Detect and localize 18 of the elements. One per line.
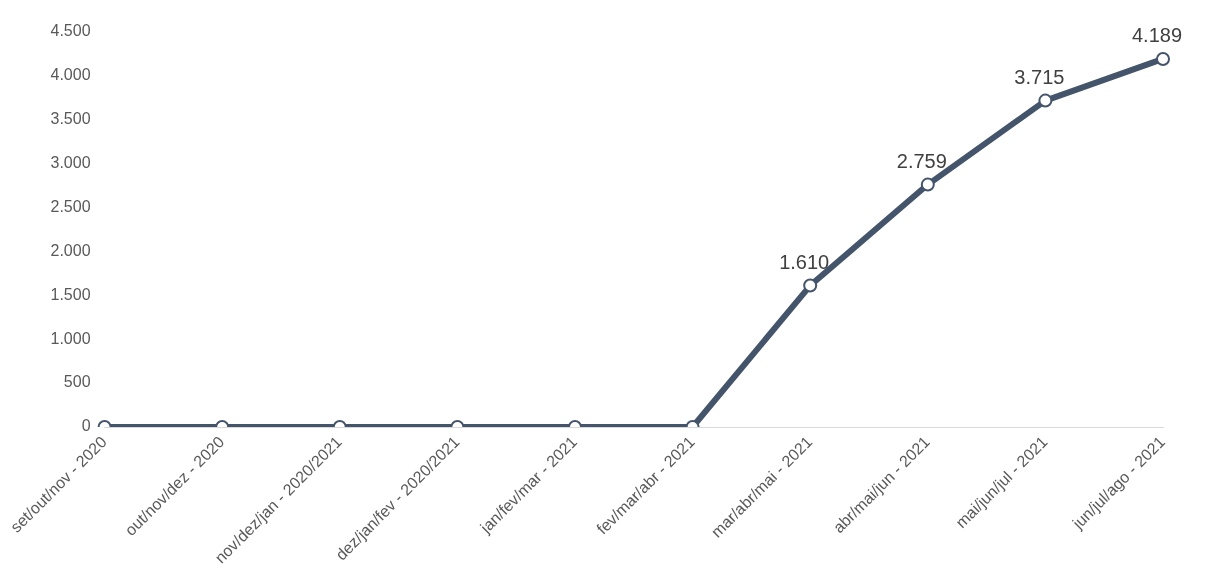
point [1038, 93, 1053, 108]
y-tick-label: 1.500 [50, 285, 91, 303]
data-label: 1.610 [779, 251, 830, 274]
y-tick-label: 1.000 [50, 329, 91, 347]
data-label: 3.715 [1014, 66, 1065, 89]
y-tick-label: 3.000 [50, 153, 91, 171]
y-tick-label: 500 [63, 373, 91, 391]
y-tick-label: 4.000 [50, 65, 91, 83]
data-label: 2.759 [896, 150, 947, 173]
data-label: 4.189 [1131, 24, 1183, 47]
y-tick-label: 2.500 [50, 197, 91, 215]
y-tick-label: 2.000 [50, 241, 91, 259]
y-tick-label: 4.500 [50, 22, 91, 40]
y-tick-label: 3.500 [50, 109, 91, 127]
point [920, 177, 935, 192]
y-tick-label: 0 [81, 417, 91, 435]
point [803, 278, 818, 293]
point [1156, 51, 1170, 66]
